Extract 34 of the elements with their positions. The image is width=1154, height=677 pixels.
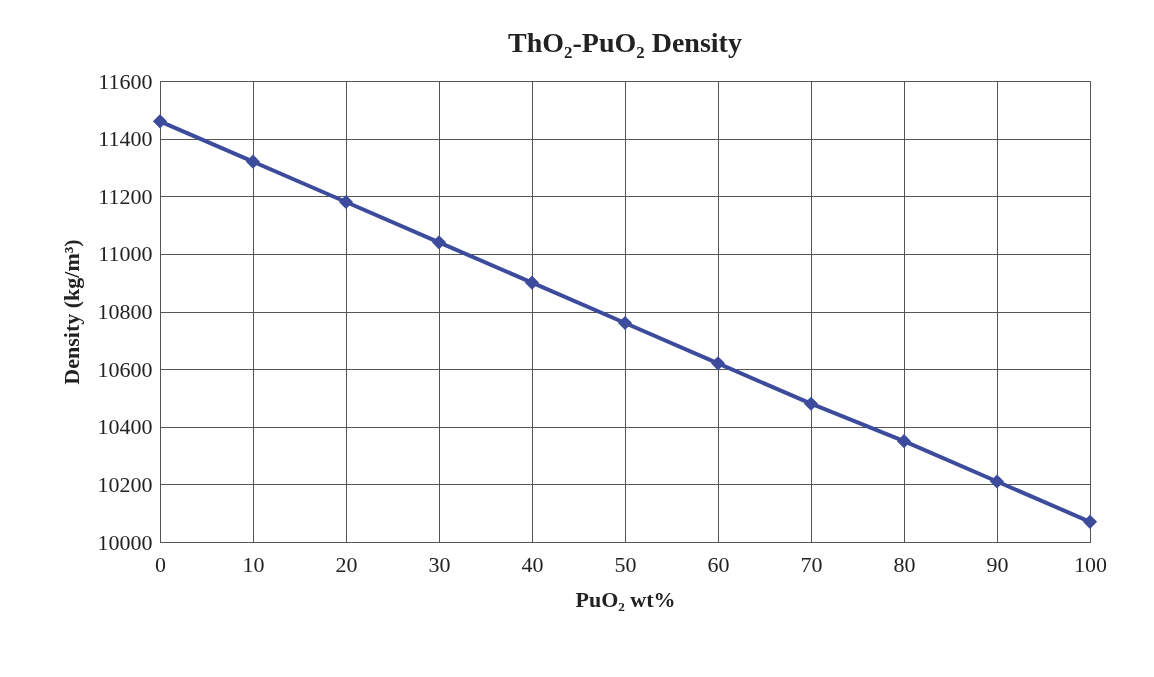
point: [1082, 514, 1098, 529]
x-tick-label: 30: [428, 551, 451, 577]
x-tick-label: 60: [707, 551, 730, 577]
point: [338, 194, 354, 210]
x-tick-label: 90: [986, 551, 1009, 577]
point: [617, 315, 633, 331]
point: [431, 235, 447, 250]
x-tick-label: 0: [155, 551, 166, 577]
y-tick-label: 11000: [98, 241, 153, 267]
point: [152, 114, 168, 129]
x-axis-title: PuO₂ wt%: [575, 586, 676, 612]
y-axis-title: Density (kg/m³): [58, 239, 84, 385]
x-tick-label: 40: [521, 551, 544, 577]
x-tick-label: 100: [1074, 551, 1107, 577]
x-tick-label: 50: [614, 551, 637, 577]
x-tick-label: 70: [800, 551, 823, 577]
x-tick-label: 10: [242, 551, 265, 577]
y-tick-label: 10400: [97, 414, 153, 440]
point: [710, 356, 726, 371]
point: [803, 396, 819, 411]
y-tick-label: 10000: [97, 529, 153, 555]
y-tick-label: 10600: [97, 356, 153, 382]
point: [989, 474, 1005, 489]
point: [245, 154, 261, 169]
y-tick-label: 10800: [97, 299, 153, 324]
chart-title: ThO₂-PuO₂ Density: [508, 27, 742, 58]
y-tick-label: 11200: [98, 183, 153, 209]
x-tick-label: 80: [893, 551, 916, 577]
y-tick-label: 11400: [98, 126, 153, 152]
point: [524, 275, 540, 290]
y-tick-label: 11600: [98, 68, 153, 94]
y-tick-label: 10200: [97, 471, 153, 497]
point: [896, 434, 912, 449]
x-tick-label: 20: [335, 551, 358, 577]
